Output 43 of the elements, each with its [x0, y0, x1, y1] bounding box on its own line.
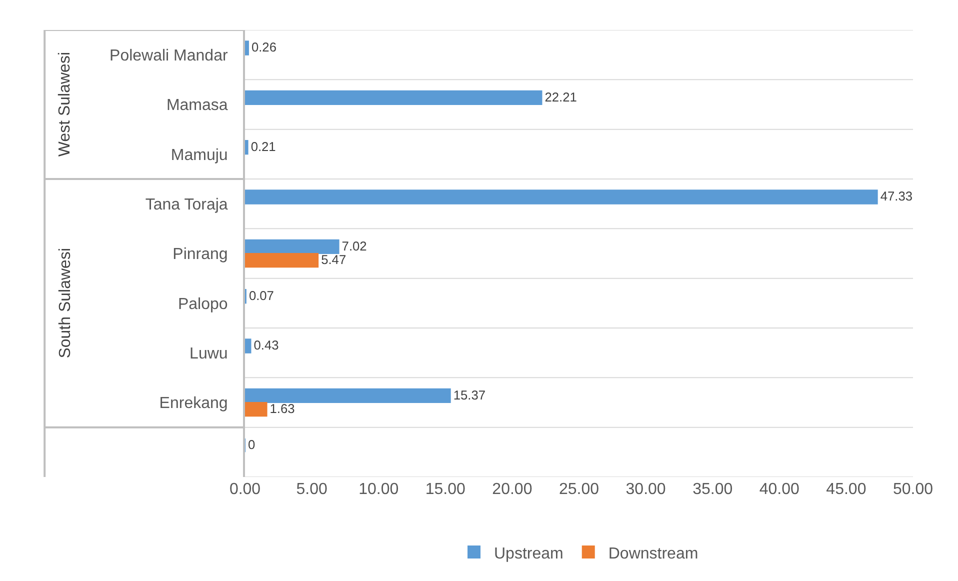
data-label: 0.21 [250, 138, 276, 154]
data-label: 22.21 [544, 89, 577, 104]
x-tick-label: 45.00 [826, 481, 866, 498]
bar [245, 140, 248, 155]
y-tick-label: Mamuju [170, 146, 228, 164]
y-tick-label: Pinrang [172, 246, 228, 264]
y-tick-label: Palopo [178, 296, 228, 313]
data-label: 0.43 [254, 338, 279, 353]
data-label: 5.47 [321, 252, 346, 267]
bar [245, 338, 252, 354]
bar [245, 40, 249, 56]
y-tick-label: Luwu [190, 345, 228, 362]
x-tick-label: 5.00 [296, 481, 328, 498]
x-tick-label: 25.00 [558, 481, 600, 498]
x-tick-label: 15.00 [425, 481, 466, 498]
y-tick-label: Tana Toraja [145, 196, 228, 214]
bar [245, 239, 340, 254]
bar [245, 388, 451, 403]
x-tick-label: 40.00 [759, 481, 800, 498]
data-label: 47.33 [880, 188, 912, 204]
data-label: 0.26 [251, 40, 276, 55]
data-label: 1.63 [270, 400, 295, 416]
x-tick-label: 35.00 [692, 481, 733, 498]
x-tick-label: 20.00 [492, 481, 532, 498]
data-label: 7.02 [342, 238, 367, 254]
y-tick-label: Polewali Mandar [110, 47, 228, 64]
legend-label: Upstream [494, 545, 564, 562]
y-tick-label: Enrekang [159, 395, 228, 412]
legend-label: Downstream [608, 545, 698, 562]
data-label: 0.07 [248, 288, 274, 303]
y-tick-label: Mamasa [166, 97, 228, 114]
data-label: 0 [248, 436, 256, 452]
bar [245, 90, 542, 105]
data-label: 15.37 [453, 387, 486, 402]
x-tick-label: 30.00 [626, 481, 666, 498]
text: South Sulawesi [56, 248, 74, 358]
bar [245, 190, 878, 204]
text: West Sulawesi [56, 52, 74, 157]
bar [245, 402, 268, 417]
x-tick-label: 50.00 [892, 481, 934, 498]
bar [245, 253, 319, 268]
x-tick-label: 10.00 [358, 481, 399, 498]
x-tick-label: 0.00 [229, 481, 261, 498]
